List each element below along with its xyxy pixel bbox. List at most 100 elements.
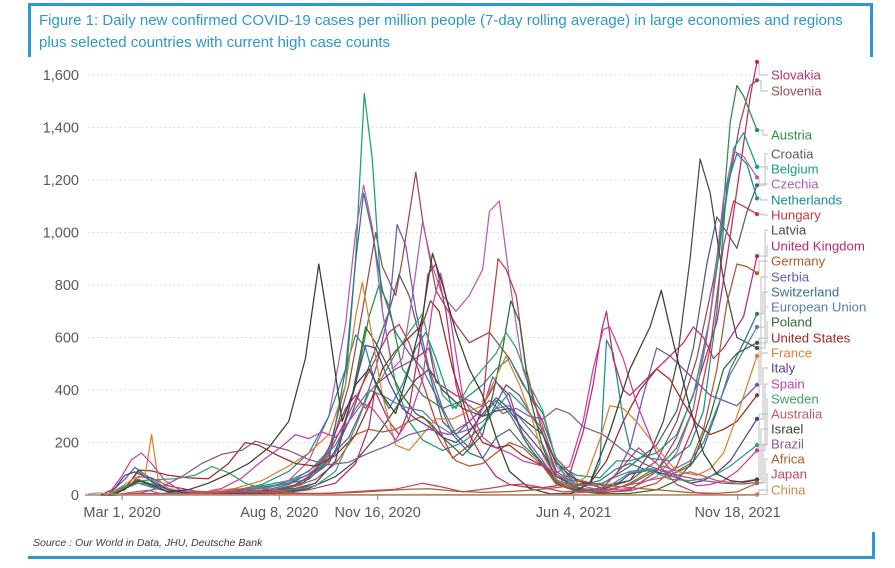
legend-label-israel: Israel <box>771 422 803 437</box>
x-tick-label-nov-: Nov 16, 2020 <box>335 505 421 521</box>
leader-line-austria <box>759 129 768 136</box>
legend-label-spain: Spain <box>771 377 805 392</box>
legend-label-netherlands: Netherlands <box>771 193 843 208</box>
leader-line-brazil <box>759 443 768 483</box>
legend-label-germany: Germany <box>771 254 826 269</box>
legend-label-european-union: European Union <box>771 300 866 315</box>
leader-line-united-kingdom <box>759 245 768 257</box>
series-end-dot-croatia <box>754 183 760 188</box>
legend-label-serbia: Serbia <box>771 270 810 285</box>
series-line-israel <box>114 252 758 496</box>
bottom-right-corner-tick <box>872 532 875 556</box>
legend-label-hungary: Hungary <box>771 208 821 223</box>
series-end-dot-france <box>754 353 760 358</box>
legend-label-poland: Poland <box>771 315 812 330</box>
leader-line-israel <box>759 428 768 481</box>
series-end-dot-slovenia <box>754 78 760 83</box>
figure-title-box: Figure 1: Daily new confirmed COVID-19 c… <box>28 3 873 57</box>
leader-line-switzerland <box>759 291 768 315</box>
leader-line-africa <box>759 458 768 484</box>
series-end-dot-sweden <box>754 443 760 448</box>
series-end-dot-belgium <box>754 164 760 169</box>
leader-line-hungary <box>759 213 768 216</box>
leader-line-slovenia <box>759 79 768 92</box>
series-end-dot-czechia <box>754 175 760 180</box>
legend-label-italy: Italy <box>771 361 796 376</box>
leader-line-latvia <box>759 229 768 349</box>
leader-line-france <box>759 352 768 357</box>
y-tick-label-0: 0 <box>71 488 79 504</box>
series-end-dot-serbia <box>754 382 760 387</box>
series-line-spain <box>107 272 758 496</box>
leader-line-italy <box>759 367 768 420</box>
y-tick-label-1200: 1,200 <box>43 173 79 189</box>
series-end-dot-austria <box>754 128 760 133</box>
leader-line-belgium <box>759 166 768 170</box>
leader-line-australia <box>758 413 768 480</box>
series-line-africa <box>127 482 758 496</box>
legend-label-united-kingdom: United Kingdom <box>771 239 865 254</box>
leader-line-croatia <box>759 153 768 186</box>
series-end-dot-poland <box>754 340 760 345</box>
series-end-dot-germany <box>754 271 760 276</box>
series-line-united-states <box>107 300 758 496</box>
series-line-serbia <box>107 223 758 496</box>
series-line-china <box>87 492 758 496</box>
leader-line-slovakia <box>758 61 768 76</box>
series-end-dot-hungary <box>754 212 760 217</box>
series-line-slovakia <box>100 61 758 496</box>
series-end-dot-latvia <box>754 345 760 351</box>
y-tick-label-400: 400 <box>55 383 79 399</box>
x-tick-label-aug-: Aug 8, 2020 <box>240 505 318 521</box>
leader-line-germany <box>758 260 768 274</box>
legend-label-china: China <box>771 483 806 498</box>
series-end-dot-spain <box>754 448 760 453</box>
y-tick-label-200: 200 <box>55 436 79 452</box>
series-end-dot-slovakia <box>754 59 760 64</box>
series-end-dot-italy <box>754 416 760 421</box>
legend-label-latvia: Latvia <box>771 223 807 238</box>
series-line-austria <box>107 84 758 496</box>
legend-label-switzerland: Switzerland <box>771 285 839 300</box>
legend-label-united-states: United States <box>771 331 851 346</box>
series-line-japan <box>120 447 758 496</box>
series-end-dot-united-states <box>754 393 760 398</box>
legend-label-sweden: Sweden <box>771 392 819 407</box>
series-line-hungary <box>107 200 758 496</box>
series-line-latvia <box>107 158 758 496</box>
series-end-dot-united-kingdom <box>754 254 760 259</box>
y-tick-label-1600: 1,600 <box>43 68 79 84</box>
series-end-dot-switzerland <box>754 311 760 316</box>
series-line-croatia <box>107 184 758 496</box>
x-tick-label-jun-: Jun 4, 2021 <box>536 505 612 521</box>
series-line-poland <box>107 300 758 496</box>
legend-label-france: France <box>771 346 812 361</box>
series-end-dot-european-union <box>754 324 760 330</box>
legend-label-czechia: Czechia <box>771 177 819 192</box>
bottom-border-line <box>28 556 875 559</box>
y-tick-label-1400: 1,400 <box>43 121 79 137</box>
series-line-switzerland <box>107 192 758 496</box>
leader-line-united-states <box>758 337 768 396</box>
legend-label-austria: Austria <box>771 128 813 143</box>
legend-label-croatia: Croatia <box>771 147 814 162</box>
legend-label-slovakia: Slovakia <box>771 68 822 83</box>
y-tick-label-600: 600 <box>55 331 79 347</box>
y-tick-label-800: 800 <box>55 278 79 294</box>
leader-line-spain <box>759 383 768 451</box>
leader-line-poland <box>759 321 768 344</box>
leader-line-netherlands <box>759 197 768 201</box>
legend-label-belgium: Belgium <box>771 162 819 177</box>
leader-line-czechia <box>758 177 768 185</box>
series-line-sweden <box>107 313 758 496</box>
legend-label-brazil: Brazil <box>771 437 804 452</box>
series-line-czechia <box>107 150 758 496</box>
series-end-dot-netherlands <box>754 196 760 201</box>
x-tick-label-mar-: Mar 1, 2020 <box>83 505 160 521</box>
legend-label-japan: Japan <box>771 467 807 482</box>
series-line-netherlands <box>107 153 758 496</box>
source-note: Source : Our World in Data, JHU, Deutsch… <box>33 537 263 549</box>
series-line-european-union <box>107 326 758 496</box>
legend-label-africa: Africa <box>771 452 805 467</box>
